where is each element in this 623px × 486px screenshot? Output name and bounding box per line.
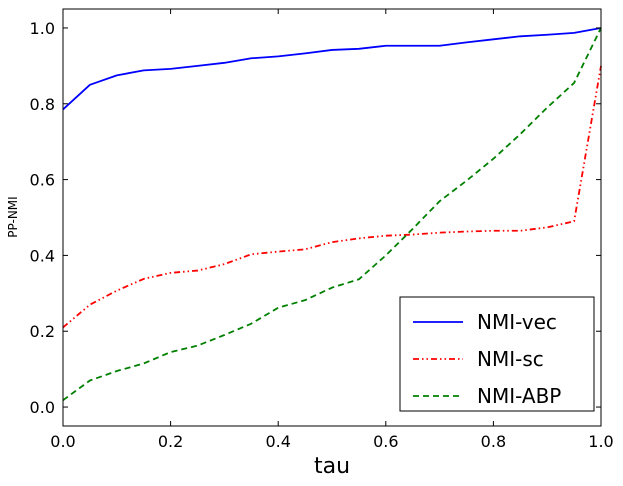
x-tick-label: 1.0 (588, 432, 613, 451)
legend-label-nmi-abp: NMI-ABP (477, 384, 561, 408)
plot-frame (62, 8, 602, 427)
x-axis-title: tau (314, 454, 350, 479)
y-tick-label: 0.8 (30, 95, 55, 114)
y-tick-label: 0.2 (30, 322, 55, 341)
series-line-nmi-abp (62, 27, 602, 401)
legend-box (399, 296, 595, 412)
x-tick-label: 0.6 (373, 432, 398, 451)
legend-label-nmi-sc: NMI-sc (477, 347, 544, 371)
x-tick-label: 0.8 (481, 432, 506, 451)
legend-label-nmi-vec: NMI-vec (477, 310, 557, 334)
tick-layer: 0.0 0.2 0.4 0.6 0.8 1.0 0.0 0.2 0.4 0.6 0.8 1.0 (30, 9, 614, 451)
series-line-nmi-sc (62, 65, 602, 329)
legend: NMI-vec NMI-sc NMI-ABP (399, 296, 595, 412)
series-line-nmi-vec (62, 27, 602, 111)
x-tick-label: 0.2 (158, 432, 183, 451)
y-axis-title: PP-NMI (6, 196, 20, 237)
y-tick-label: 1.0 (30, 19, 55, 38)
x-tick-label: 0.0 (50, 432, 75, 451)
y-tick-label: 0.6 (30, 171, 55, 190)
series-layer (62, 27, 602, 401)
y-tick-label: 0.4 (30, 246, 55, 265)
x-tick-label: 0.4 (265, 432, 290, 451)
y-tick-label: 0.0 (30, 398, 55, 417)
